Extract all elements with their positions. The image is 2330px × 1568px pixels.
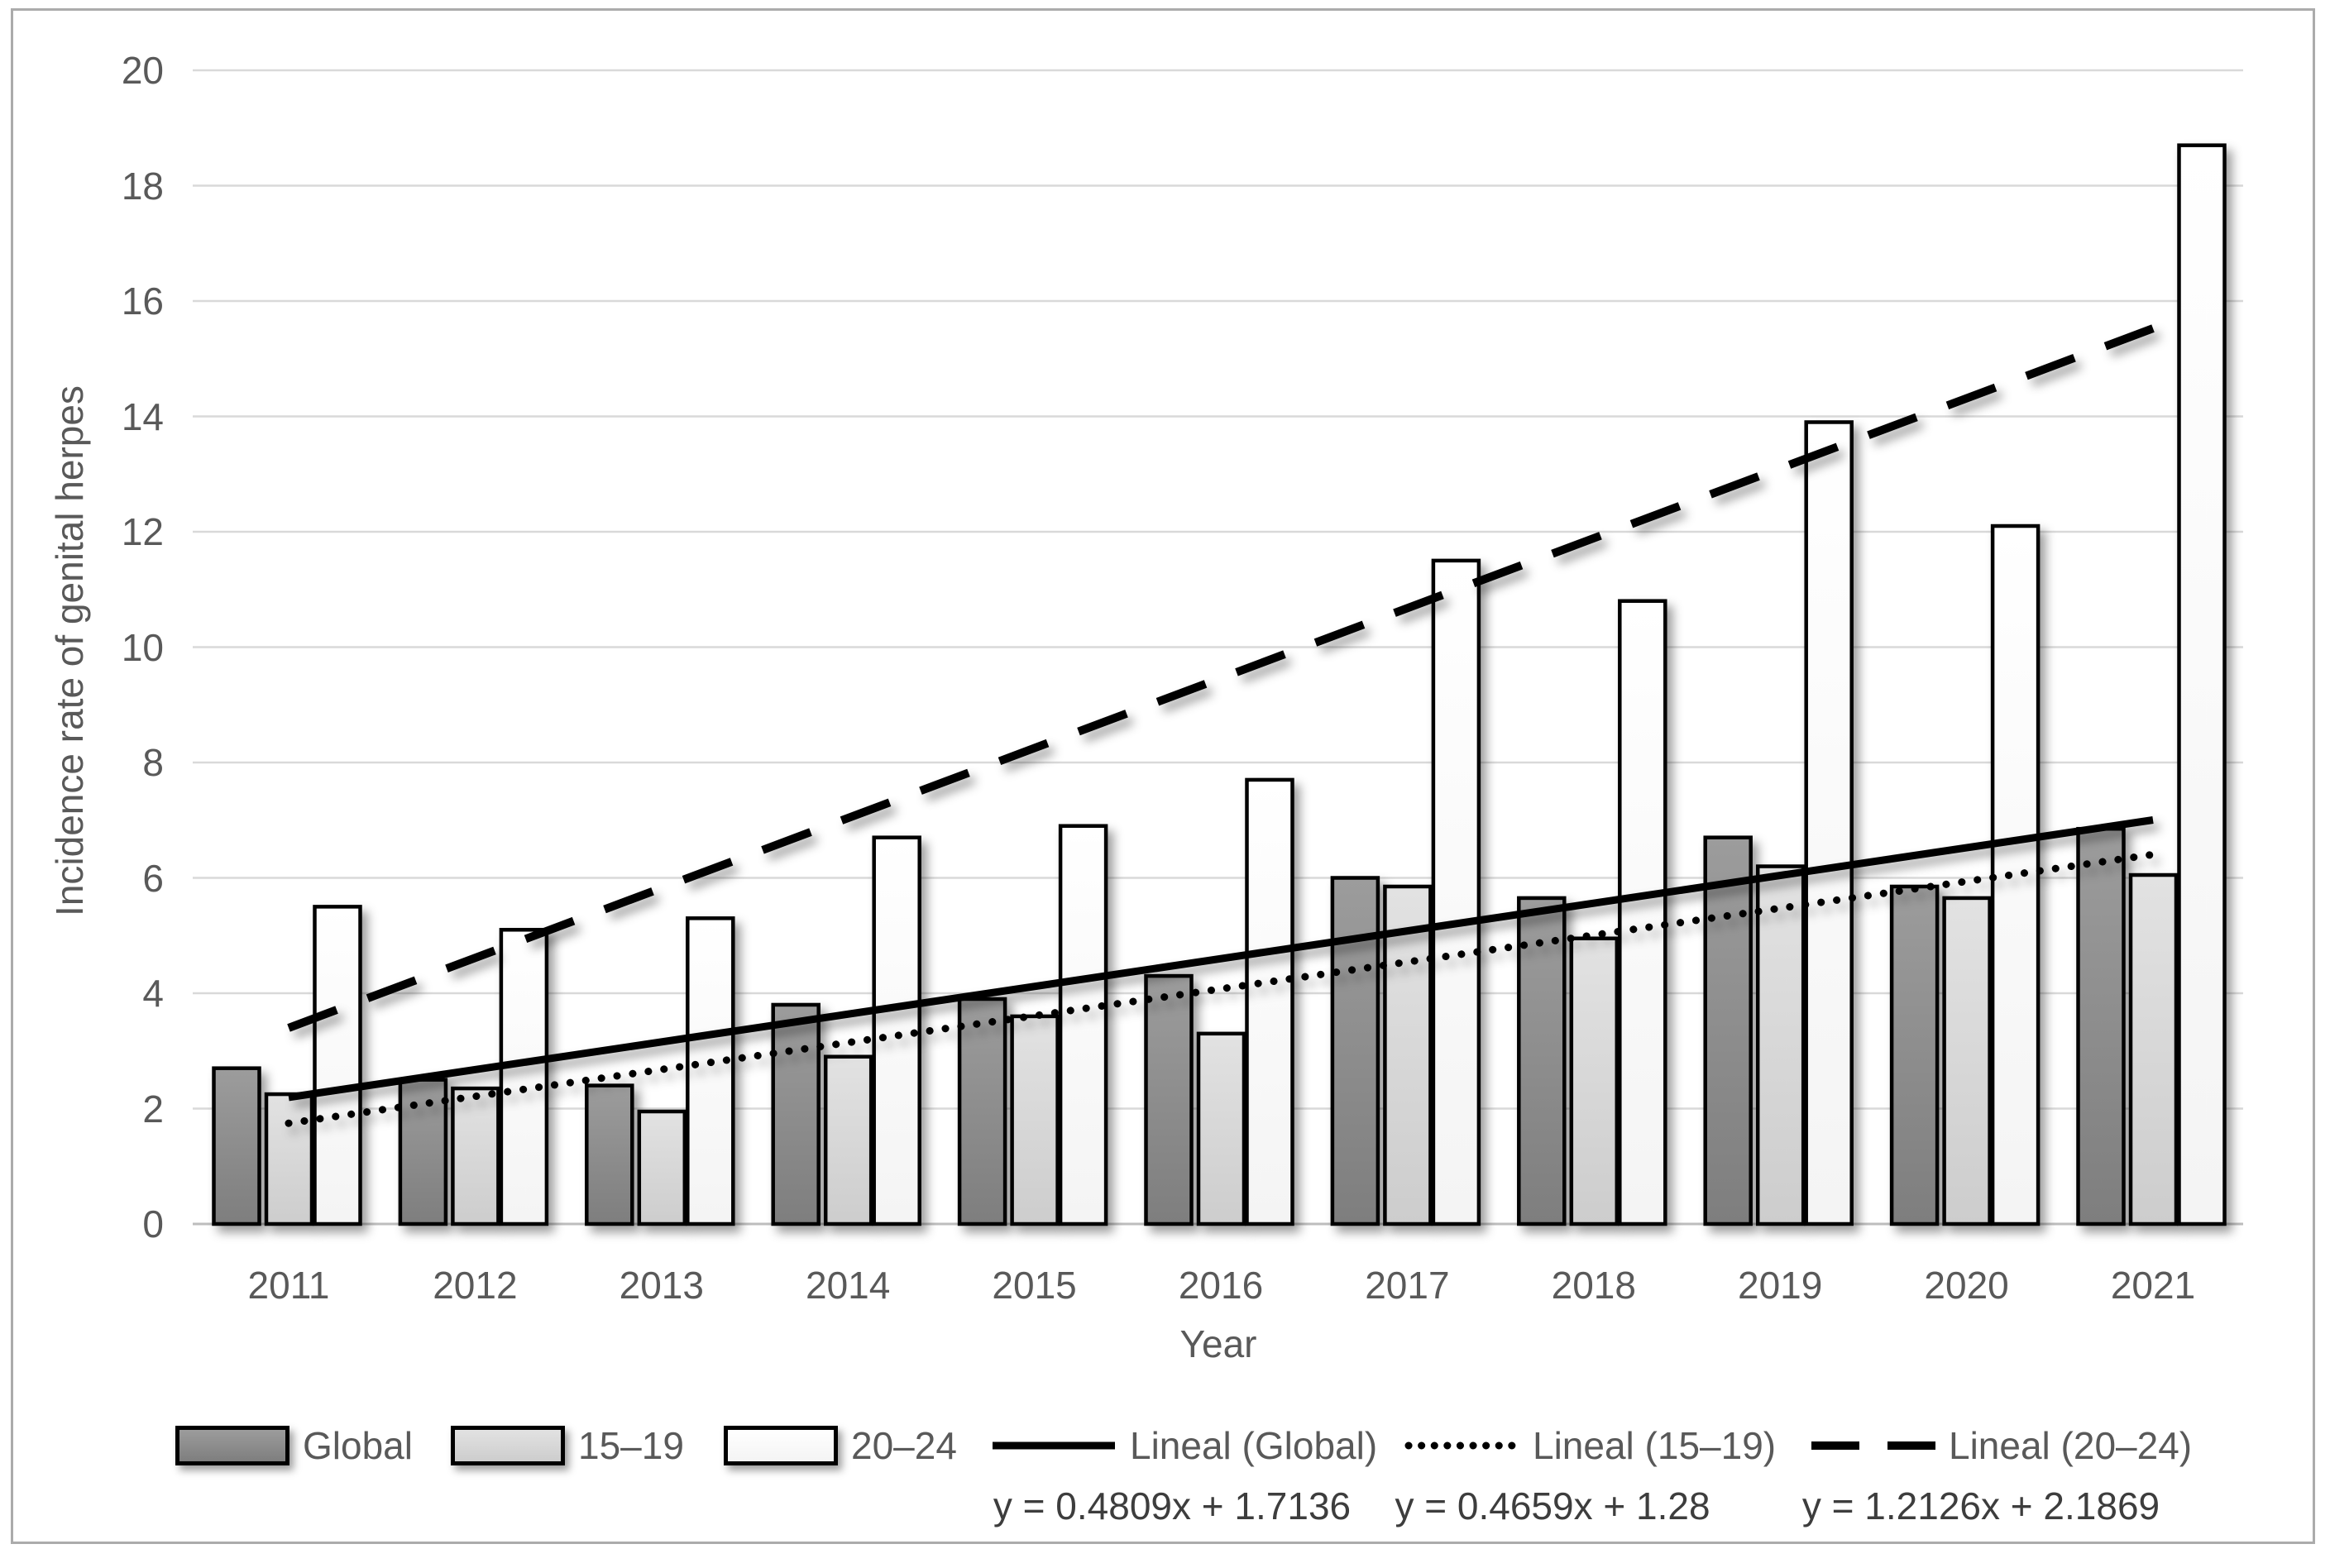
legend-label: Lineal (20–24) (1949, 1424, 2193, 1467)
legend-item-20-24: 20–24 (724, 1416, 957, 1475)
x-axis-tick-label: 2017 (1365, 1264, 1450, 1307)
bar-20–24-2012 (499, 928, 549, 1226)
equation-lineal-15-19: y = 0.4659x + 1.28 (1395, 1484, 1710, 1527)
dashed-line-swatch-icon (1811, 1441, 1935, 1450)
bar-Global-2019 (1703, 835, 1753, 1226)
bar-Global-2018 (1517, 896, 1567, 1226)
y-axis-tick-label: 2 (142, 1087, 164, 1131)
bar-15–19-2021 (2128, 872, 2179, 1226)
y-axis-tick-label: 8 (142, 741, 164, 784)
bar-Global-2011 (212, 1066, 261, 1226)
legend-item-lineal-15-19: Lineal (15–19) (1404, 1416, 1776, 1475)
legend-label: Global (303, 1424, 413, 1467)
bar-15–19-2018 (1569, 936, 1620, 1226)
bar-15–19-2011 (264, 1092, 314, 1226)
legend-label: Lineal (Global) (1130, 1424, 1378, 1467)
bar-Global-2016 (1144, 973, 1194, 1226)
bar-15–19-2016 (1196, 1031, 1246, 1226)
legend-item-lineal-20-24: Lineal (20–24) (1811, 1416, 2192, 1475)
legend-item-lineal-global: Lineal (Global) (991, 1416, 1377, 1475)
bar-Global-2012 (398, 1078, 448, 1226)
legend-item-15-19: 15–19 (451, 1416, 684, 1475)
bar-15–19-2015 (1010, 1014, 1060, 1226)
dotted-line-swatch-icon (1404, 1441, 1519, 1450)
trendline-solid (288, 816, 2154, 1102)
x-axis-tick-label: 2014 (806, 1264, 891, 1307)
y-axis-tick-label: 18 (121, 164, 164, 208)
equation-lineal-global: y = 0.4809x + 1.7136 (993, 1484, 1352, 1527)
y-axis-tick-label: 10 (121, 625, 164, 669)
x-axis-tick-label: 2020 (1924, 1264, 2009, 1307)
y-axis-tick-label: 4 (142, 972, 164, 1015)
bar-Global-2015 (957, 997, 1007, 1226)
bar-20–24-2015 (1058, 824, 1108, 1226)
x-axis-title: Year (1179, 1322, 1257, 1365)
figure-border (11, 8, 2315, 1544)
legend-item-global: Global (175, 1416, 413, 1475)
x-axis-tick-label: 2012 (433, 1264, 518, 1307)
x-axis-tick-label: 2019 (1738, 1264, 1823, 1307)
equation-lineal-20-24: y = 1.2126x + 2.1869 (1801, 1484, 2160, 1527)
x-axis-tick-label: 2013 (619, 1264, 704, 1307)
bar-20–24-2011 (313, 905, 362, 1226)
bar-Global-2021 (2076, 826, 2126, 1226)
y-axis-tick-label: 20 (121, 49, 164, 92)
bar-global-swatch-icon (175, 1426, 289, 1465)
bar-20-24-swatch-icon (724, 1426, 838, 1465)
bar-20–24-2016 (1245, 777, 1294, 1226)
x-axis-tick-label: 2011 (247, 1264, 330, 1307)
y-axis-title: Incidence rate of genital herpes (48, 385, 91, 916)
y-axis-tick-label: 12 (121, 510, 164, 553)
bar-15–19-2013 (637, 1109, 687, 1226)
bar-Global-2020 (1889, 884, 1940, 1226)
x-axis-tick-label: 2016 (1178, 1264, 1264, 1307)
trendline-dashed (287, 324, 2155, 1032)
legend-label: Lineal (15–19) (1533, 1424, 1777, 1467)
solid-line-swatch-icon (993, 1441, 1115, 1450)
bar-Global-2013 (585, 1083, 634, 1226)
y-axis-tick-label: 0 (142, 1202, 164, 1245)
bar-15–19-2019 (1755, 864, 1806, 1226)
bar-20–24-2017 (1431, 558, 1481, 1226)
bar-20–24-2013 (686, 916, 735, 1226)
x-axis-tick-label: 2018 (1551, 1264, 1636, 1307)
bar-Global-2014 (771, 1002, 821, 1226)
y-axis-tick-label: 16 (121, 280, 164, 323)
bar-20–24-2020 (1990, 523, 2041, 1226)
legend-label: 20–24 (851, 1424, 957, 1467)
y-axis-tick-label: 14 (121, 394, 164, 438)
trendline-dotted (285, 850, 2157, 1127)
y-axis-tick-label: 6 (142, 856, 164, 900)
bar-15–19-2020 (1942, 896, 1992, 1226)
bar-15-19-swatch-icon (451, 1426, 565, 1465)
bar-20–24-2021 (2177, 143, 2227, 1226)
x-axis-tick-label: 2021 (2110, 1264, 2196, 1307)
legend-label: 15–19 (578, 1424, 684, 1467)
bar-20–24-2019 (1804, 420, 1854, 1226)
x-axis-tick-label: 2015 (992, 1264, 1077, 1307)
bar-15–19-2014 (823, 1054, 873, 1226)
bar-series (212, 143, 2227, 1226)
bar-Global-2017 (1330, 876, 1380, 1226)
bar-20–24-2018 (1618, 599, 1667, 1226)
bar-15–19-2017 (1383, 884, 1433, 1226)
bar-15–19-2012 (451, 1086, 500, 1226)
trendlines (285, 324, 2157, 1127)
